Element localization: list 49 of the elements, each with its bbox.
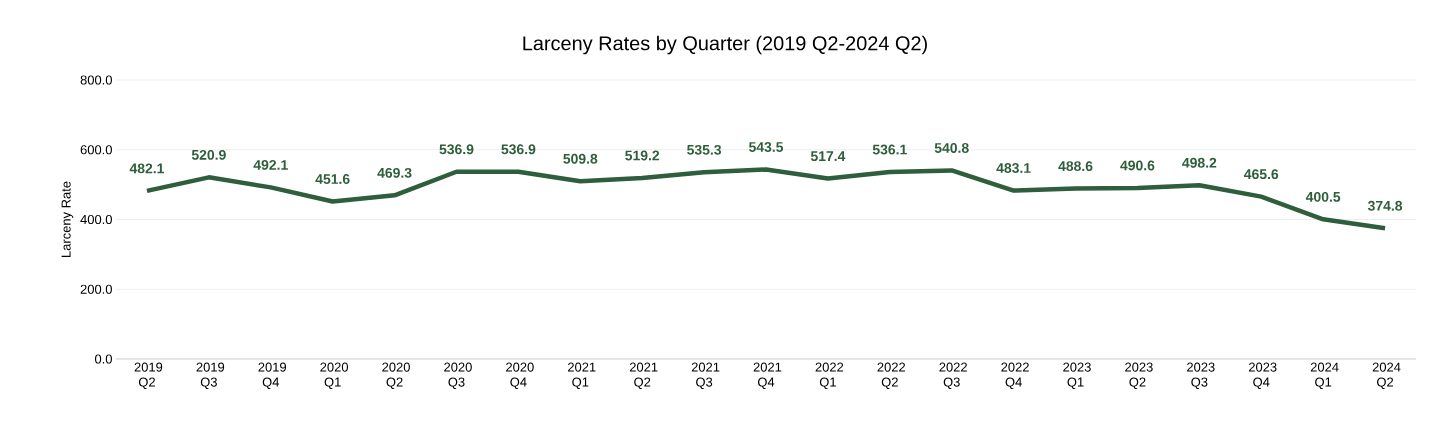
data-label: 492.1 <box>253 159 288 170</box>
y-tick-label: 400.0 <box>80 214 112 225</box>
x-tick-label: 2024 Q2 <box>1372 362 1401 389</box>
x-tick-label: 2019 Q2 <box>134 362 163 389</box>
x-tick-label: 2021 Q2 <box>629 362 658 389</box>
data-label: 374.8 <box>1367 200 1403 211</box>
data-label: 488.6 <box>1058 161 1093 172</box>
x-tick-label: 2022 Q3 <box>939 362 967 389</box>
data-label: 536.1 <box>872 144 907 155</box>
x-tick-label: 2022 Q2 <box>877 362 906 389</box>
x-tick-label: 2021 Q3 <box>691 362 720 389</box>
x-tick-label: 2023 Q2 <box>1125 362 1153 389</box>
x-tick-label: 2020 Q3 <box>444 362 472 389</box>
x-tick-label: 2020 Q2 <box>382 362 410 389</box>
x-tick-label: 2023 Q1 <box>1063 362 1091 389</box>
x-tick-label: 2024 Q1 <box>1310 362 1339 389</box>
data-label: 400.5 <box>1305 191 1341 202</box>
data-label: 536.9 <box>501 144 536 155</box>
y-tick-label: 600.0 <box>80 145 112 155</box>
data-label: 498.2 <box>1182 157 1217 168</box>
data-label: 490.6 <box>1120 160 1155 171</box>
data-label: 543.5 <box>748 142 784 152</box>
x-tick-label: 2019 Q4 <box>258 362 287 389</box>
data-label: 483.1 <box>996 163 1031 173</box>
y-tick-label: 200.0 <box>80 284 112 294</box>
data-label: 540.8 <box>934 142 969 153</box>
data-label: 536.9 <box>439 144 474 155</box>
x-tick-label: 2020 Q4 <box>506 362 534 389</box>
data-label: 517.4 <box>810 151 846 162</box>
y-tick-label: 0.0 <box>94 354 112 364</box>
x-tick-label: 2019 Q3 <box>196 362 225 389</box>
data-label: 469.3 <box>377 167 412 178</box>
x-tick-label: 2021 Q1 <box>568 362 596 389</box>
x-tick-label: 2020 Q1 <box>320 362 349 389</box>
x-tick-label: 2022 Q4 <box>1001 362 1029 389</box>
chart-title: Larceny Rates by Quarter (2019 Q2-2024 Q2) <box>523 35 927 55</box>
y-axis-title: Larceny Rate <box>61 181 74 257</box>
y-tick-label: 800.0 <box>80 75 112 85</box>
x-tick-label: 2022 Q1 <box>815 362 844 389</box>
x-tick-label: 2021 Q4 <box>753 362 782 389</box>
data-label: 519.2 <box>625 150 660 161</box>
x-tick-label: 2023 Q4 <box>1248 362 1277 389</box>
data-label: 451.6 <box>315 174 350 184</box>
x-tick-label: 2023 Q3 <box>1187 362 1215 389</box>
data-label: 465.6 <box>1244 169 1279 180</box>
data-label: 482.1 <box>129 163 165 174</box>
data-label: 509.8 <box>563 153 598 164</box>
data-label: 520.9 <box>191 149 226 160</box>
data-label: 535.3 <box>687 144 722 155</box>
